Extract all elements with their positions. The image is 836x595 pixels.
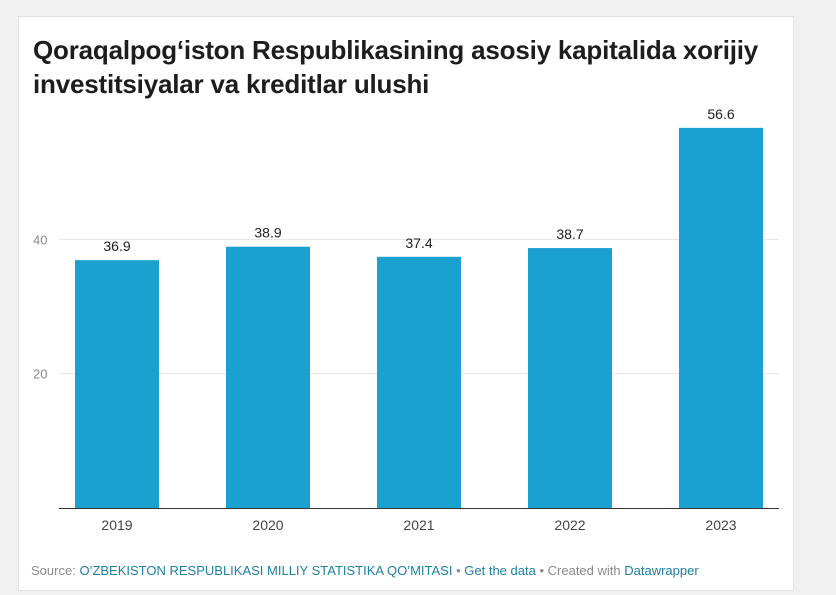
bars xyxy=(75,127,763,508)
x-tick-label: 2019 xyxy=(101,517,132,533)
x-tick-label: 2022 xyxy=(554,517,585,533)
get-the-data-link[interactable]: Get the data xyxy=(464,563,536,578)
bar-value-label: 38.9 xyxy=(254,225,281,241)
y-tick-label: 40 xyxy=(33,232,47,247)
bar-value-labels: 36.9 38.9 37.4 38.7 56.6 xyxy=(103,106,734,254)
bar-value-label: 56.6 xyxy=(707,106,734,122)
bar-2021 xyxy=(377,256,461,508)
source-link[interactable]: O’ZBEKISTON RESPUBLIKASI MILLIY STATISTI… xyxy=(79,563,453,578)
footer-separator: • xyxy=(456,563,461,578)
x-tick-label: 2023 xyxy=(705,517,736,533)
bar-2019 xyxy=(75,260,159,508)
bar-2022 xyxy=(528,248,612,508)
datawrapper-link[interactable]: Datawrapper xyxy=(624,563,699,578)
chart-card: Qoraqalpog‘iston Respublikasining asosiy… xyxy=(18,16,794,591)
bar-2020 xyxy=(226,246,310,508)
bar-value-label: 38.7 xyxy=(556,226,583,242)
bar-value-label: 36.9 xyxy=(103,238,130,254)
bar-value-label: 37.4 xyxy=(405,235,432,251)
x-tick-label: 2021 xyxy=(403,517,434,533)
footer-separator: • xyxy=(539,563,545,578)
y-tick-label: 20 xyxy=(33,367,47,382)
created-with-label: Created with xyxy=(547,563,621,578)
source-label: Source: xyxy=(31,563,76,578)
x-tick-label: 2020 xyxy=(252,517,283,533)
chart-title: Qoraqalpog‘iston Respublikasining asosiy… xyxy=(33,35,759,99)
x-tick-labels: 2019 2020 2021 2022 2023 xyxy=(101,517,736,533)
bar-2023 xyxy=(679,127,763,508)
chart-footer: Source: O’ZBEKISTON RESPUBLIKASI MILLIY … xyxy=(31,563,699,578)
